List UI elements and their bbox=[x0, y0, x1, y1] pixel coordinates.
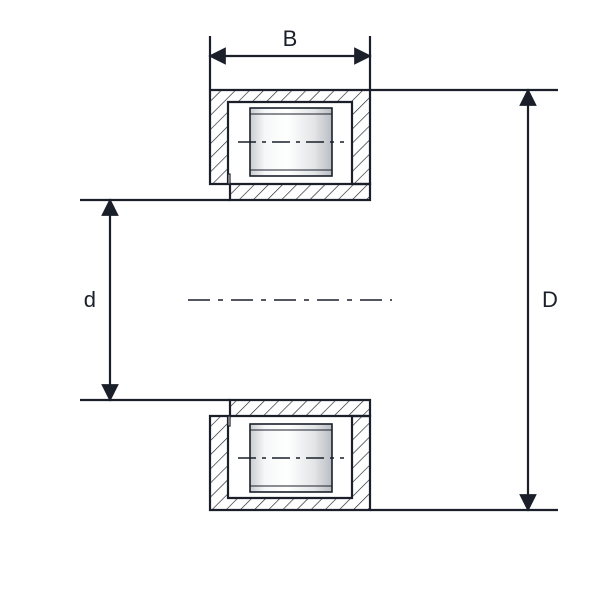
geometry-layer bbox=[188, 90, 392, 510]
bearing-cross-section-diagram: Bd D bbox=[0, 0, 600, 600]
dimension-label: D bbox=[542, 287, 558, 312]
dimension-label: d bbox=[84, 287, 96, 312]
dimension-label: B bbox=[283, 26, 298, 51]
inner-ring-section bbox=[230, 400, 370, 416]
inner-ring-section bbox=[230, 184, 370, 200]
